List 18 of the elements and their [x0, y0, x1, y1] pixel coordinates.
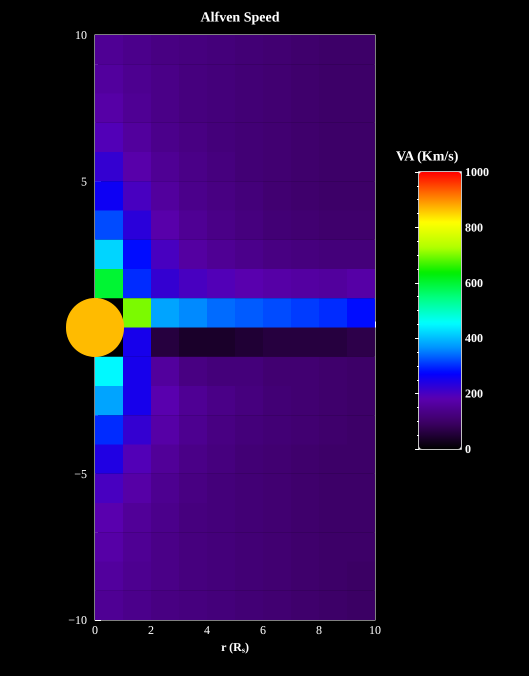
color-bar-label: 200: [465, 386, 483, 401]
color-bar-label: 600: [465, 276, 483, 290]
x-tick-label: 6: [260, 623, 266, 637]
y-tick-label: −5: [74, 466, 87, 481]
x-tick-label: 0: [92, 623, 98, 637]
x-tick-label: 2: [148, 623, 154, 637]
color-bar-label: 1000: [465, 165, 489, 179]
x-tick-label: 10: [369, 623, 381, 637]
y-tick-label: −10: [68, 613, 87, 627]
y-tick-label: 10: [75, 28, 87, 42]
x-tick-label: 4: [204, 623, 210, 637]
y-tick-label: 5: [81, 174, 87, 188]
color-bar-label: 0: [465, 442, 471, 456]
color-bar-label: 400: [465, 331, 483, 346]
x-tick-label: 8: [316, 623, 322, 637]
color-bar-label: 800: [465, 220, 483, 234]
color-bar-title: VA (Km/s): [396, 150, 459, 164]
chart-title: Alfven Speed: [200, 10, 280, 26]
